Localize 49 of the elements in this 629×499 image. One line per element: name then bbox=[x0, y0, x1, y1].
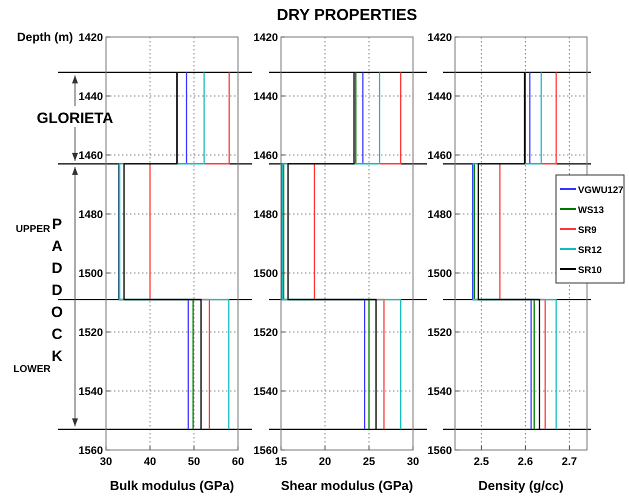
x-tick-label: 60 bbox=[232, 456, 244, 468]
y-tick-label: 1480 bbox=[428, 209, 452, 221]
text: UPPER bbox=[16, 224, 52, 235]
chart-title: DRY PROPERTIES bbox=[276, 7, 418, 24]
x-tick-label: 2.5 bbox=[474, 456, 490, 468]
x-tick-label: 50 bbox=[188, 456, 200, 468]
legend-label: SR9 bbox=[578, 225, 596, 236]
y-tick-label: 1480 bbox=[254, 209, 278, 221]
y-tick-label: 1560 bbox=[78, 445, 103, 457]
y-tick-label: 1540 bbox=[428, 386, 452, 398]
x-tick-label: 15 bbox=[274, 456, 288, 468]
x-tick-label: 40 bbox=[144, 456, 156, 468]
y-tick-label: 1500 bbox=[428, 268, 452, 280]
x-tick-label: 2.6 bbox=[518, 456, 534, 468]
legend-label: VGWU127 bbox=[578, 185, 624, 196]
x-tick-label: 20 bbox=[318, 456, 332, 468]
y-tick-label: 1440 bbox=[428, 91, 452, 103]
y-tick-label: 1440 bbox=[254, 91, 278, 103]
y-tick-label: 1460 bbox=[254, 150, 278, 162]
legend-label: WS13 bbox=[578, 205, 604, 216]
y-tick-label: 1520 bbox=[254, 327, 278, 339]
x-tick-label: 30 bbox=[100, 456, 112, 468]
y-tick-label: 1420 bbox=[254, 32, 278, 44]
y-tick-label: 1420 bbox=[428, 32, 452, 44]
x-axis-title: Bulk modulus (GPa) bbox=[110, 478, 234, 493]
y-tick-label: 1460 bbox=[428, 150, 452, 162]
x-tick-label: 25 bbox=[362, 456, 376, 468]
y-tick-label: 1560 bbox=[254, 445, 278, 457]
y-tick-label: 1460 bbox=[78, 150, 103, 162]
y-axis-title: Depth (m) bbox=[17, 30, 73, 44]
text: LOWER bbox=[13, 364, 52, 375]
x-axis-title: Shear modulus (GPa) bbox=[280, 478, 414, 493]
y-tick-label: 1560 bbox=[428, 445, 452, 457]
legend-label: SR10 bbox=[578, 265, 602, 276]
x-tick-label: 2.7 bbox=[562, 456, 578, 468]
text: PADDOCK bbox=[51, 216, 64, 365]
y-tick-label: 1420 bbox=[78, 32, 103, 44]
x-axis-title: Density (g/cc) bbox=[478, 478, 564, 493]
annotation: GLORIETA bbox=[36, 110, 114, 127]
x-tick-label: 30 bbox=[406, 456, 420, 468]
y-tick-label: 1540 bbox=[78, 386, 103, 398]
y-tick-label: 1540 bbox=[254, 386, 278, 398]
legend-label: SR12 bbox=[578, 245, 602, 256]
y-tick-label: 1500 bbox=[254, 268, 278, 280]
y-tick-label: 1520 bbox=[78, 327, 103, 339]
y-tick-label: 1500 bbox=[78, 268, 103, 280]
y-tick-label: 1440 bbox=[78, 91, 103, 103]
y-tick-label: 1480 bbox=[78, 209, 103, 221]
y-tick-label: 1520 bbox=[428, 327, 452, 339]
